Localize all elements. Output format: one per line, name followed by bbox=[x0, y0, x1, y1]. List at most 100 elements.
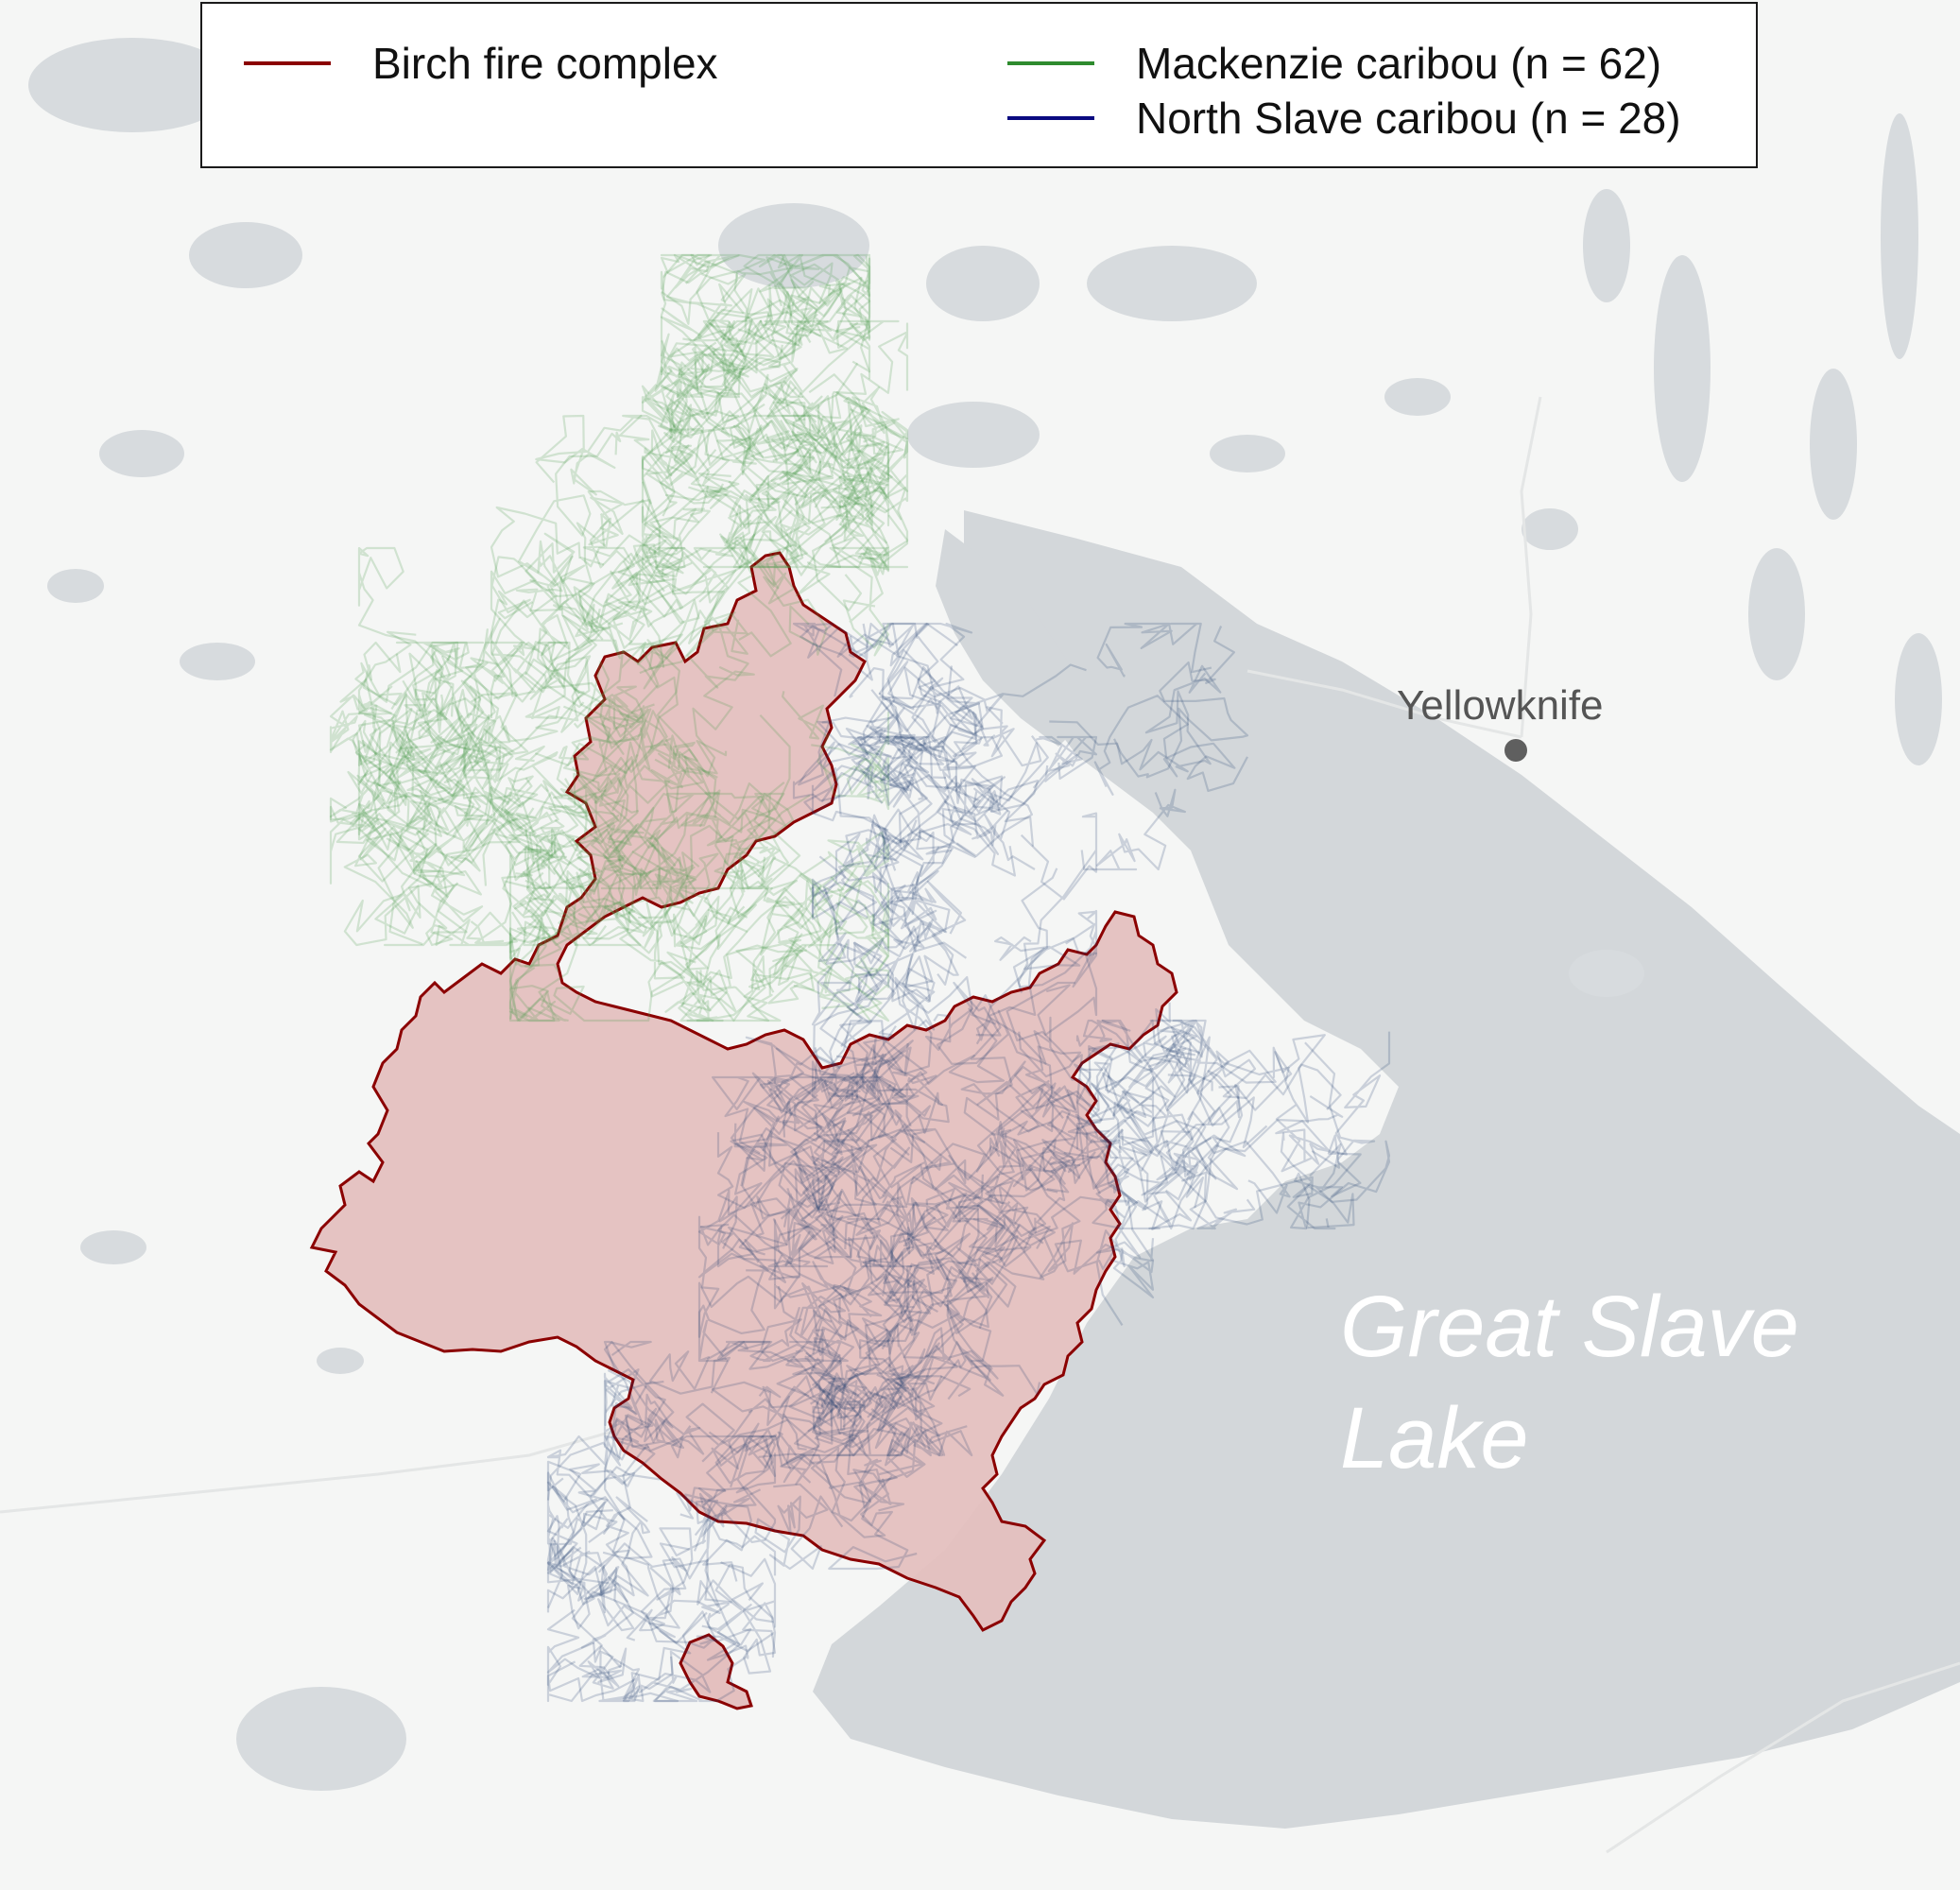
caribou-track bbox=[846, 1280, 993, 1400]
caribou-track bbox=[794, 253, 871, 350]
caribou-track bbox=[799, 850, 890, 938]
caribou-track bbox=[1165, 1096, 1314, 1226]
caribou-track bbox=[832, 1217, 993, 1330]
caribou-track bbox=[629, 430, 824, 595]
caribou-track bbox=[813, 1075, 904, 1142]
caribou-track bbox=[357, 630, 438, 805]
caribou-track bbox=[760, 880, 890, 1022]
caribou-track bbox=[678, 895, 823, 1022]
caribou-track bbox=[819, 1003, 1005, 1098]
caribou-track bbox=[782, 691, 890, 784]
caribou-track bbox=[647, 906, 748, 1022]
caribou-track bbox=[587, 543, 665, 720]
caribou-track bbox=[693, 1486, 777, 1576]
caribou-track bbox=[490, 555, 624, 718]
caribou-track bbox=[799, 622, 973, 709]
legend-entry-north-slave: North Slave caribou (n = 28) bbox=[1007, 93, 1681, 144]
caribou-track bbox=[835, 390, 909, 492]
caribou-track bbox=[708, 1342, 940, 1468]
caribou-track bbox=[329, 799, 449, 899]
caribou-track bbox=[943, 665, 1036, 870]
caribou-track bbox=[542, 705, 645, 834]
caribou-track bbox=[357, 692, 479, 851]
caribou-track bbox=[773, 1282, 847, 1357]
caribou-track bbox=[459, 685, 514, 795]
city-marker-yellowknife bbox=[1504, 739, 1527, 762]
caribou-track bbox=[730, 1104, 847, 1219]
caribou-track bbox=[779, 420, 890, 597]
caribou-track bbox=[546, 1471, 610, 1595]
caribou-track bbox=[599, 703, 678, 770]
caribou-track bbox=[756, 386, 909, 462]
caribou-track bbox=[661, 256, 846, 349]
caribou-track bbox=[785, 322, 909, 475]
caribou-track bbox=[430, 641, 568, 717]
caribou-track bbox=[859, 967, 936, 1077]
caribou-track bbox=[603, 1372, 654, 1461]
caribou-track bbox=[648, 532, 796, 670]
caribou-track bbox=[384, 831, 468, 947]
caribou-track bbox=[1096, 1145, 1193, 1268]
caribou-track bbox=[437, 761, 598, 889]
caribou-track bbox=[840, 434, 890, 560]
caribou-track bbox=[826, 440, 909, 569]
caribou-track bbox=[805, 1351, 884, 1446]
caribou-track bbox=[582, 490, 670, 593]
caribou-track bbox=[814, 1035, 943, 1117]
caribou-track bbox=[722, 319, 822, 455]
caribou-track bbox=[1102, 1019, 1277, 1121]
caribou-track bbox=[697, 1254, 800, 1363]
legend-entry-mackenzie: Mackenzie caribou (n = 62) bbox=[1007, 38, 1661, 89]
caribou-track bbox=[738, 1168, 840, 1267]
caribou-track bbox=[811, 823, 909, 926]
caribou-track bbox=[1294, 1041, 1376, 1229]
caribou-track bbox=[477, 552, 685, 761]
caribou-track bbox=[729, 414, 890, 502]
caribou-track bbox=[546, 1566, 634, 1703]
caribou-track bbox=[660, 290, 822, 399]
caribou-track bbox=[697, 1189, 811, 1283]
caribou-track bbox=[693, 546, 828, 658]
caribou-track bbox=[859, 1317, 946, 1457]
caribou-track bbox=[792, 622, 928, 697]
caribou-track bbox=[716, 1213, 838, 1268]
caribou-track bbox=[868, 1263, 1005, 1397]
caribou-track bbox=[741, 1127, 857, 1221]
caribou-track bbox=[776, 1297, 881, 1402]
legend-swatch-mackenzie bbox=[1007, 61, 1094, 65]
caribou-track bbox=[871, 862, 954, 986]
caribou-track bbox=[862, 665, 983, 767]
caribou-track bbox=[934, 1129, 1045, 1307]
caribou-track bbox=[343, 816, 530, 947]
caribou-track bbox=[936, 981, 1077, 1133]
caribou-track bbox=[1113, 626, 1249, 779]
caribou-track bbox=[758, 1437, 898, 1503]
caribou-track bbox=[720, 319, 900, 398]
caribou-track bbox=[714, 1435, 777, 1517]
caribou-track bbox=[716, 1132, 876, 1246]
caribou-track bbox=[876, 1248, 1017, 1390]
caribou-track bbox=[1101, 1019, 1201, 1117]
caribou-track bbox=[811, 741, 934, 852]
caribou-track bbox=[1103, 1070, 1246, 1204]
caribou-track bbox=[1286, 1134, 1391, 1230]
caribou-track bbox=[774, 872, 890, 996]
caribou-track bbox=[508, 897, 579, 1022]
caribou-track bbox=[603, 1340, 675, 1521]
caribou-track bbox=[749, 1165, 882, 1253]
caribou-track bbox=[1153, 1140, 1217, 1209]
caribou-track bbox=[641, 384, 770, 447]
caribou-track bbox=[862, 1212, 953, 1351]
caribou-track bbox=[1015, 1018, 1193, 1181]
caribou-track bbox=[505, 649, 679, 890]
caribou-track bbox=[766, 1020, 904, 1138]
caribou-track bbox=[903, 1217, 1008, 1359]
caribou-track bbox=[684, 1435, 777, 1582]
caribou-track bbox=[820, 981, 931, 1143]
caribou-track bbox=[696, 766, 811, 878]
caribou-track bbox=[877, 1087, 1071, 1251]
caribou-track bbox=[523, 837, 645, 947]
caribou-track bbox=[883, 1251, 994, 1363]
legend-label-mackenzie: Mackenzie caribou (n = 62) bbox=[1136, 39, 1662, 88]
caribou-track bbox=[758, 1353, 866, 1415]
